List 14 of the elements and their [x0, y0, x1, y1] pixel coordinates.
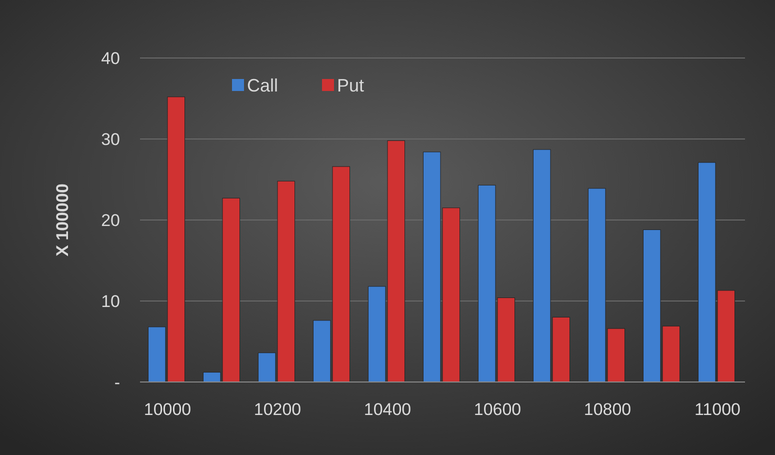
x-tick-label: 10600 — [474, 400, 522, 419]
legend-label: Call — [247, 75, 278, 96]
legend: Call Put — [232, 75, 364, 96]
y-tick-label: 20 — [101, 210, 120, 230]
y-axis-title: X 100000 — [53, 184, 72, 256]
y-tick-label: - — [114, 372, 120, 392]
y-tick-label: 30 — [101, 130, 120, 149]
x-tick-label: 11000 — [694, 400, 741, 419]
y-tick-label: 10 — [101, 292, 120, 311]
x-tick-label: 10000 — [144, 400, 192, 419]
x-tick-label: 10200 — [254, 400, 302, 419]
x-tick-label: 10800 — [584, 400, 632, 419]
y-tick-label: 40 — [101, 48, 120, 68]
x-tick-label: 10400 — [364, 400, 412, 419]
